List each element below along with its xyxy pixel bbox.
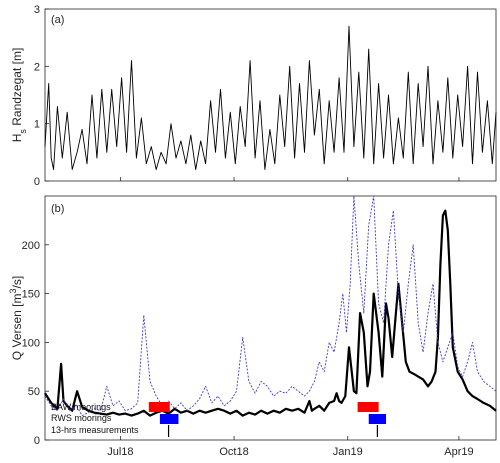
panel-a-series-line-0 xyxy=(44,25,497,170)
panel-a-y-tick-label: 2 xyxy=(34,61,40,73)
legend-label-baw: BAW moorings xyxy=(51,402,111,412)
panel-b-y-tick-label: 0 xyxy=(34,435,40,447)
baw-mooring-period-bar xyxy=(357,402,379,412)
legend-label-rws: RWS moorings xyxy=(51,413,112,423)
panel-b-x-tick-label: Jan19 xyxy=(333,446,363,458)
panel-a-y-tick-label: 1 xyxy=(34,119,40,131)
rws-mooring-period-bar xyxy=(159,414,179,424)
panel-a-series xyxy=(44,25,497,170)
panel-b-x-ticks: Jul18 Oct18 Jan19 Apr19 xyxy=(107,177,474,458)
panel-b-y-tick-label: 150 xyxy=(22,289,40,301)
panel-b-x-tick-label: Oct18 xyxy=(219,446,248,458)
panel-b-y-tick-label: 200 xyxy=(22,240,40,252)
legend-period-bars xyxy=(148,402,387,437)
panel-b-x-tick-label: Apr19 xyxy=(444,446,473,458)
panel-b-series-line-1 xyxy=(44,195,497,417)
panel-b-y-tick-label: 50 xyxy=(28,386,40,398)
panel-b-series-line-0 xyxy=(44,209,497,417)
panel-b-x-tick-label: Jul18 xyxy=(107,446,133,458)
panel-b-y-tick-label: 100 xyxy=(22,337,40,349)
panel-b-y-ticks: 0 50 100 150 200 xyxy=(22,240,49,447)
rws-mooring-period-bar xyxy=(368,414,387,424)
panel-a-axes-box xyxy=(44,8,497,182)
panel-a-label: (a) xyxy=(51,14,64,26)
panel-a-y-axis-label: Hs Randzegat [m] xyxy=(10,48,28,143)
measurement-legend: BAW moorings RWS moorings 13-hrs measure… xyxy=(51,402,387,437)
panel-b-label: (b) xyxy=(51,203,64,215)
panel-b-axes-box xyxy=(44,195,497,441)
panel-a: 0 1 2 3 (a) Hs Randzegat [m] xyxy=(10,4,497,188)
panel-a-y-tick-label: 3 xyxy=(34,4,40,16)
panel-a-y-ticks: 0 1 2 3 xyxy=(34,4,49,188)
panel-b-series xyxy=(44,195,497,417)
legend-label-13hrs: 13-hrs measurements xyxy=(51,425,139,435)
panel-a-y-tick-label: 0 xyxy=(34,176,40,188)
baw-mooring-period-bar xyxy=(148,402,170,412)
panel-b: 0 50 100 150 200 Jul18 Oct18 Jan19 Apr19 (b) Q … xyxy=(8,177,497,458)
panel-b-y-axis-label: Q Versen [m3/s] xyxy=(8,276,24,360)
